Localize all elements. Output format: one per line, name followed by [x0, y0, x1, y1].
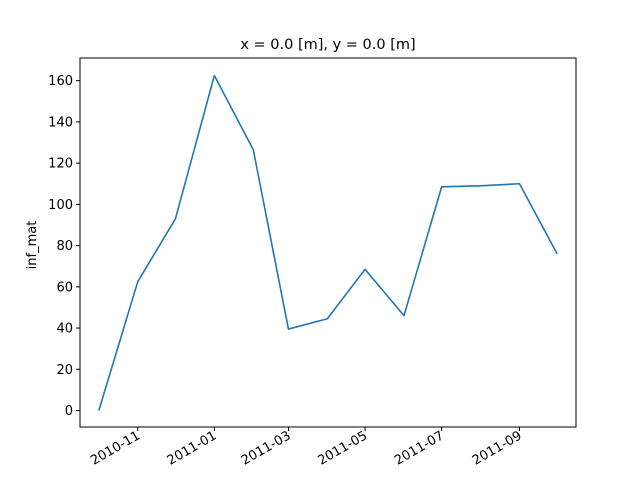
- x-tick-label: 2011-05: [315, 428, 370, 468]
- x-tick-label: 2010-11: [88, 428, 143, 468]
- x-tick-label: 2011-07: [392, 428, 447, 468]
- y-tick-label: 100: [48, 198, 73, 213]
- chart-title: x = 0.0 [m], y = 0.0 [m]: [240, 37, 415, 53]
- y-tick-label: 20: [56, 363, 73, 378]
- x-tick-label: 2011-01: [165, 428, 220, 468]
- y-tick-label: 60: [56, 280, 73, 295]
- y-tick-label: 160: [48, 74, 73, 89]
- x-tick-label: 2011-03: [239, 428, 294, 468]
- y-tick-label: 80: [56, 239, 73, 254]
- y-tick-label: 140: [48, 115, 73, 130]
- x-tick-label: 2011-09: [470, 428, 525, 468]
- y-tick-label: 0: [65, 404, 73, 419]
- plot-frame: [79, 57, 577, 428]
- y-axis-label: inf_mat: [25, 221, 40, 270]
- y-tick-label: 40: [56, 322, 73, 337]
- series-line: [98, 74, 558, 411]
- y-tick-label: 120: [48, 157, 73, 172]
